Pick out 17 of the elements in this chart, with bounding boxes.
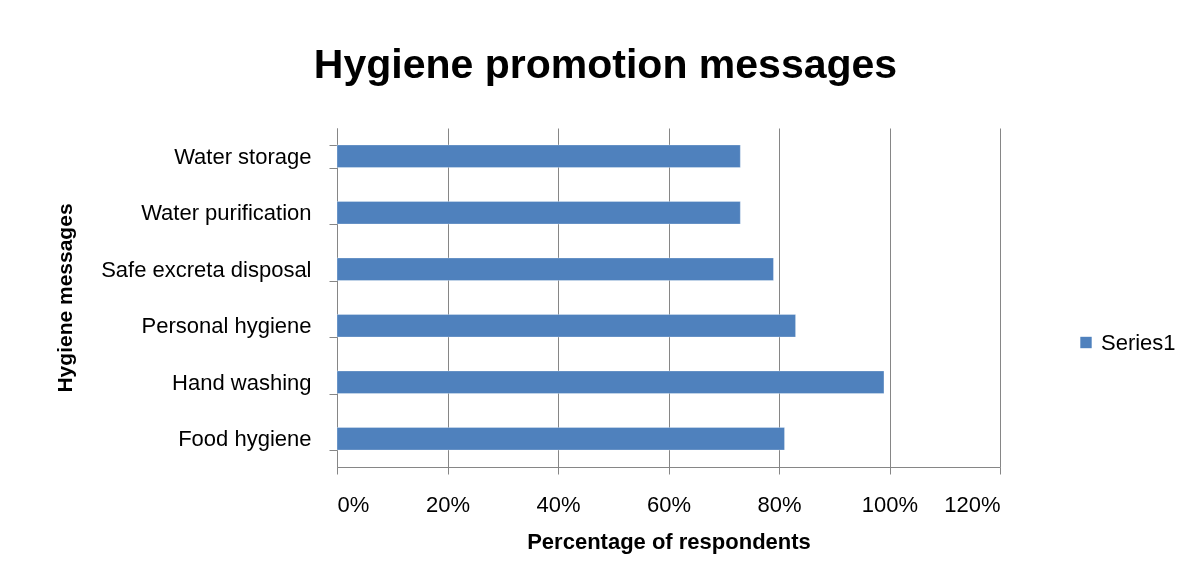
x-axis-title: Percentage of respondents: [527, 528, 811, 554]
x-tick-label: 60%: [646, 491, 692, 517]
y-tick-label: Food hygiene: [178, 426, 312, 452]
x-tick-label: 120%: [944, 491, 1001, 517]
y-tick-label: Personal hygiene: [141, 313, 312, 339]
y-tick-label: Water purification: [141, 200, 312, 226]
y-tick-label: Hand washing: [172, 369, 312, 395]
y-tick-label: Safe excreta disposal: [101, 256, 312, 282]
x-tick-label: 20%: [425, 491, 471, 517]
y-tick-label: Water storage: [174, 143, 312, 169]
x-tick-label: 0%: [337, 491, 370, 517]
x-tick-label: 40%: [536, 491, 581, 517]
chart-title: Hygiene promotion messages: [313, 41, 898, 87]
legend-label: Series1: [1101, 329, 1176, 355]
y-axis-title: Hygiene messages: [52, 203, 76, 393]
x-tick-label: 80%: [757, 491, 802, 517]
x-tick-label: 100%: [861, 491, 919, 517]
